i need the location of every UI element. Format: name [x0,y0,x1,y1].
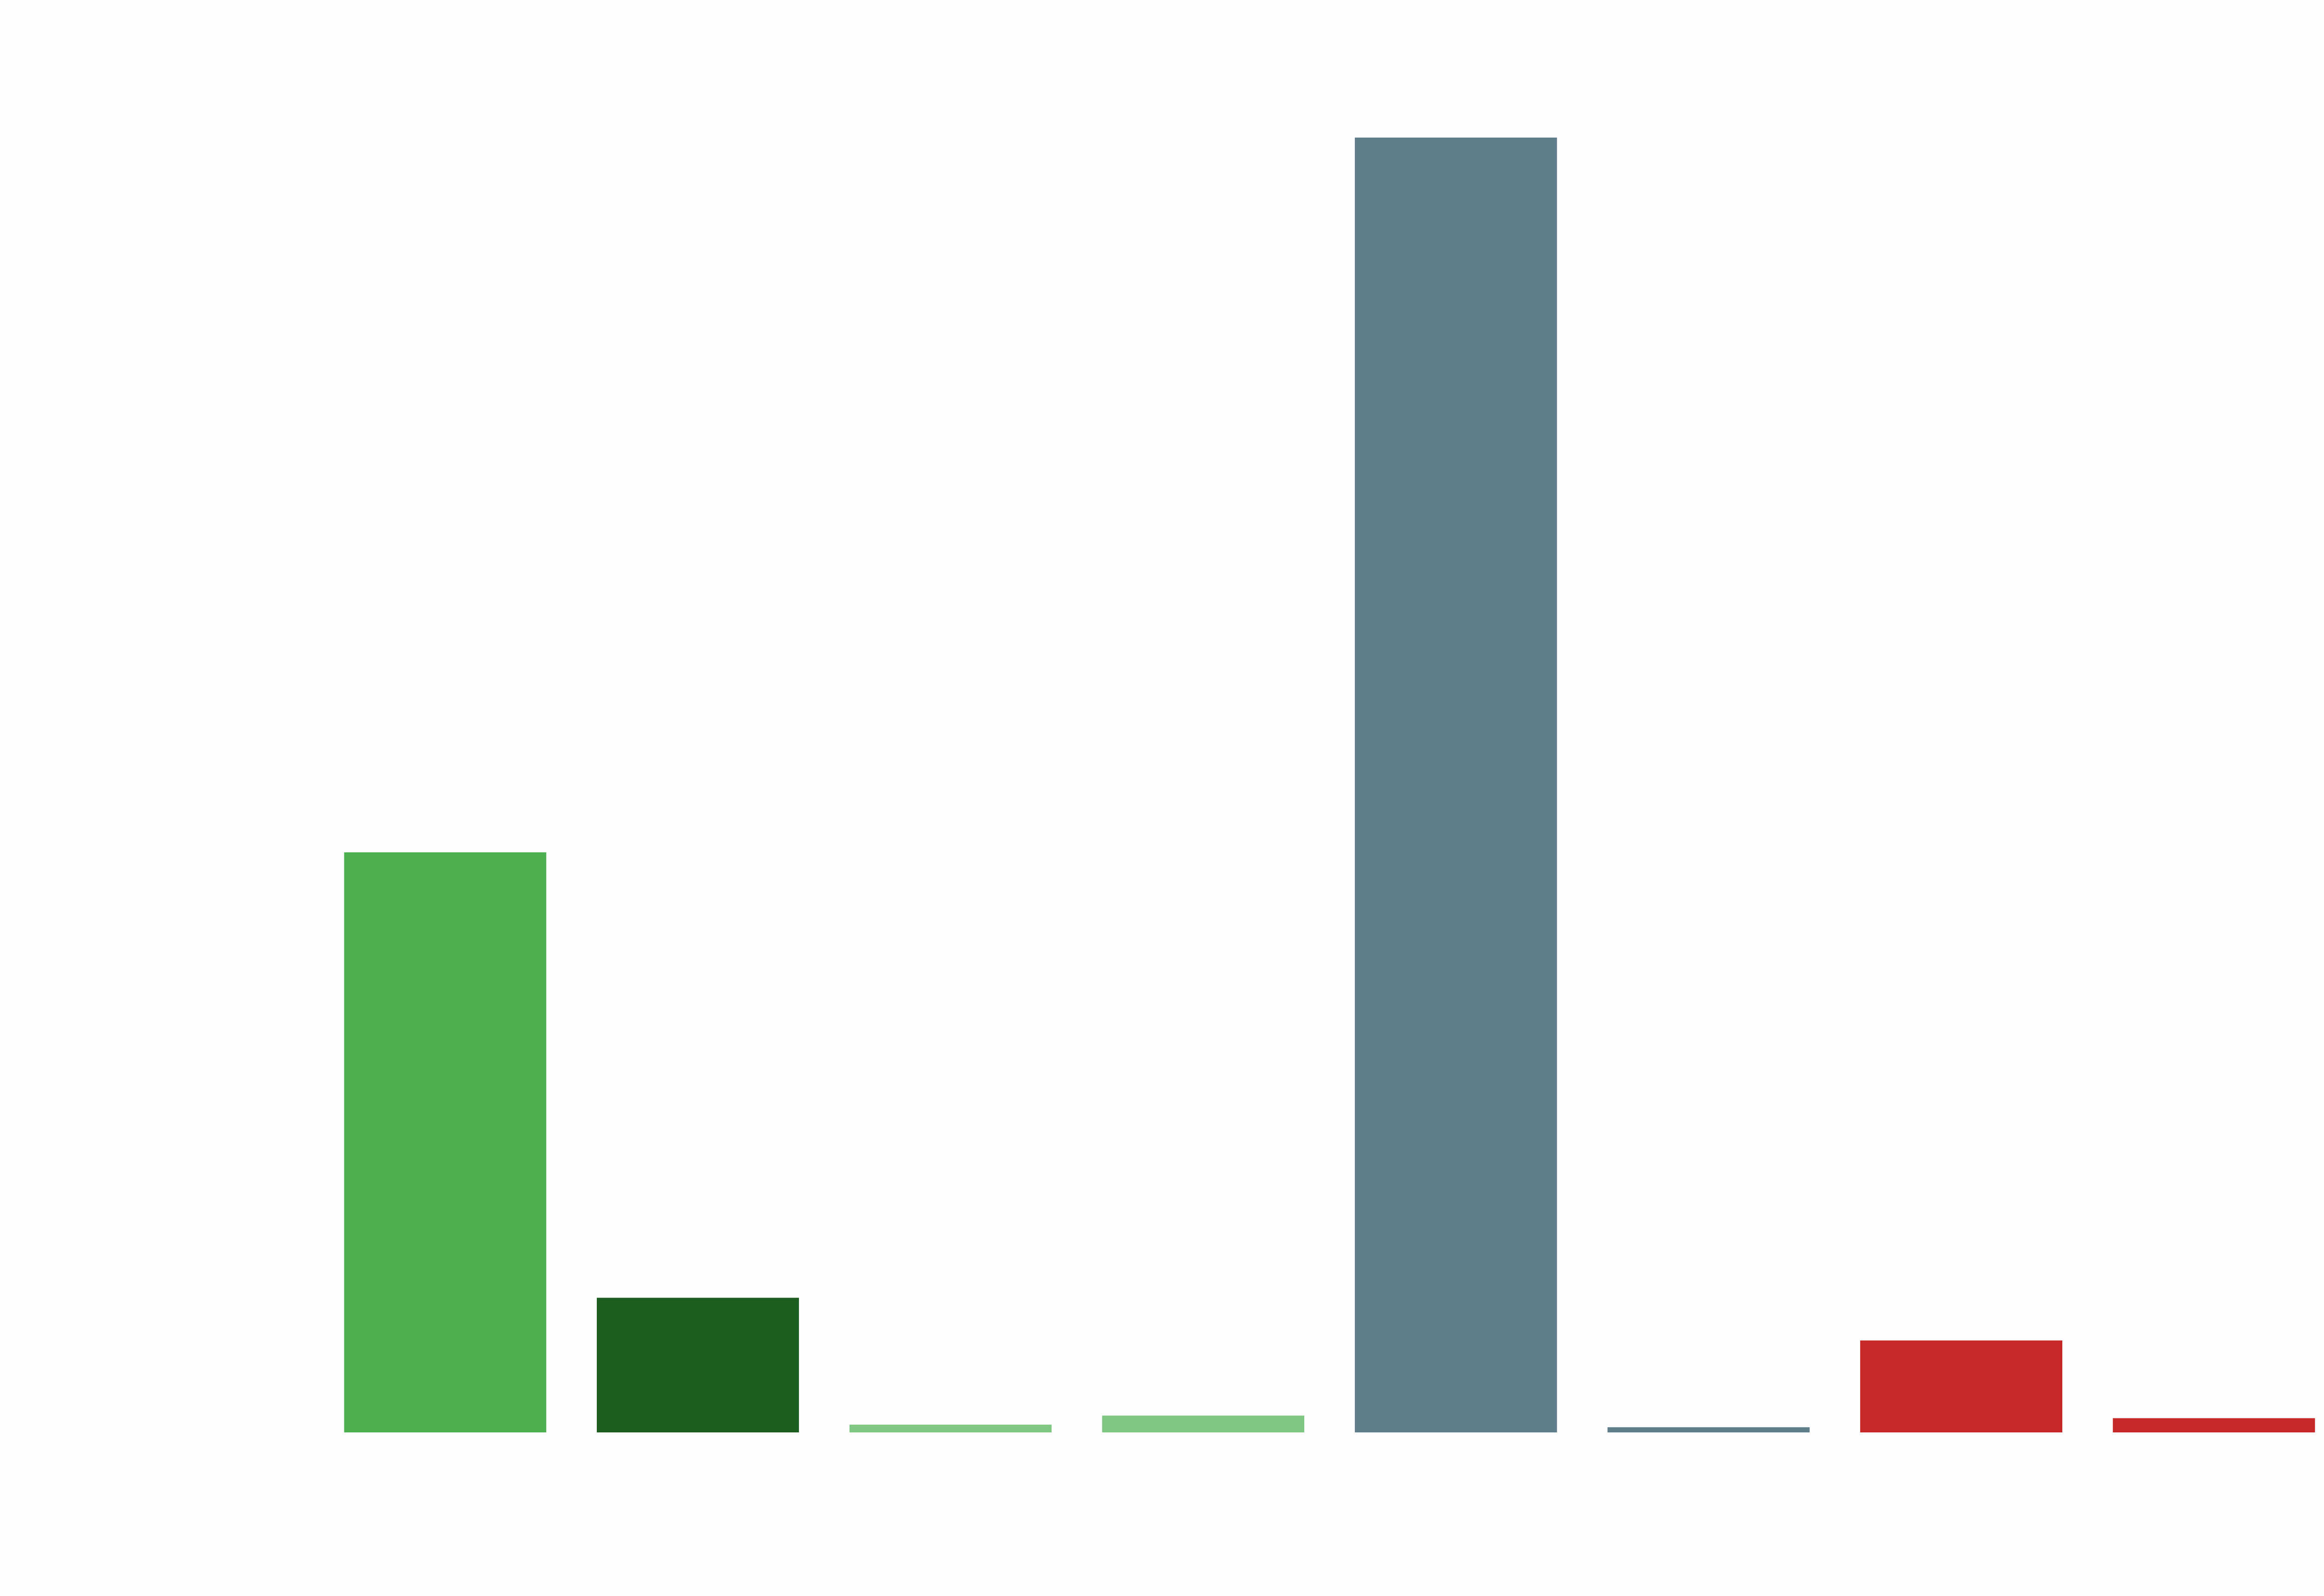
bar-8 [2113,1418,2315,1432]
bar-4 [1102,1415,1305,1432]
bar-6 [1607,1427,1810,1432]
bar-2 [597,1298,799,1432]
bar-7 [1860,1340,2062,1432]
bar-1 [344,852,547,1432]
bar-3 [849,1425,1052,1432]
bar-series [344,138,2315,1432]
bar-5 [1354,138,1557,1432]
